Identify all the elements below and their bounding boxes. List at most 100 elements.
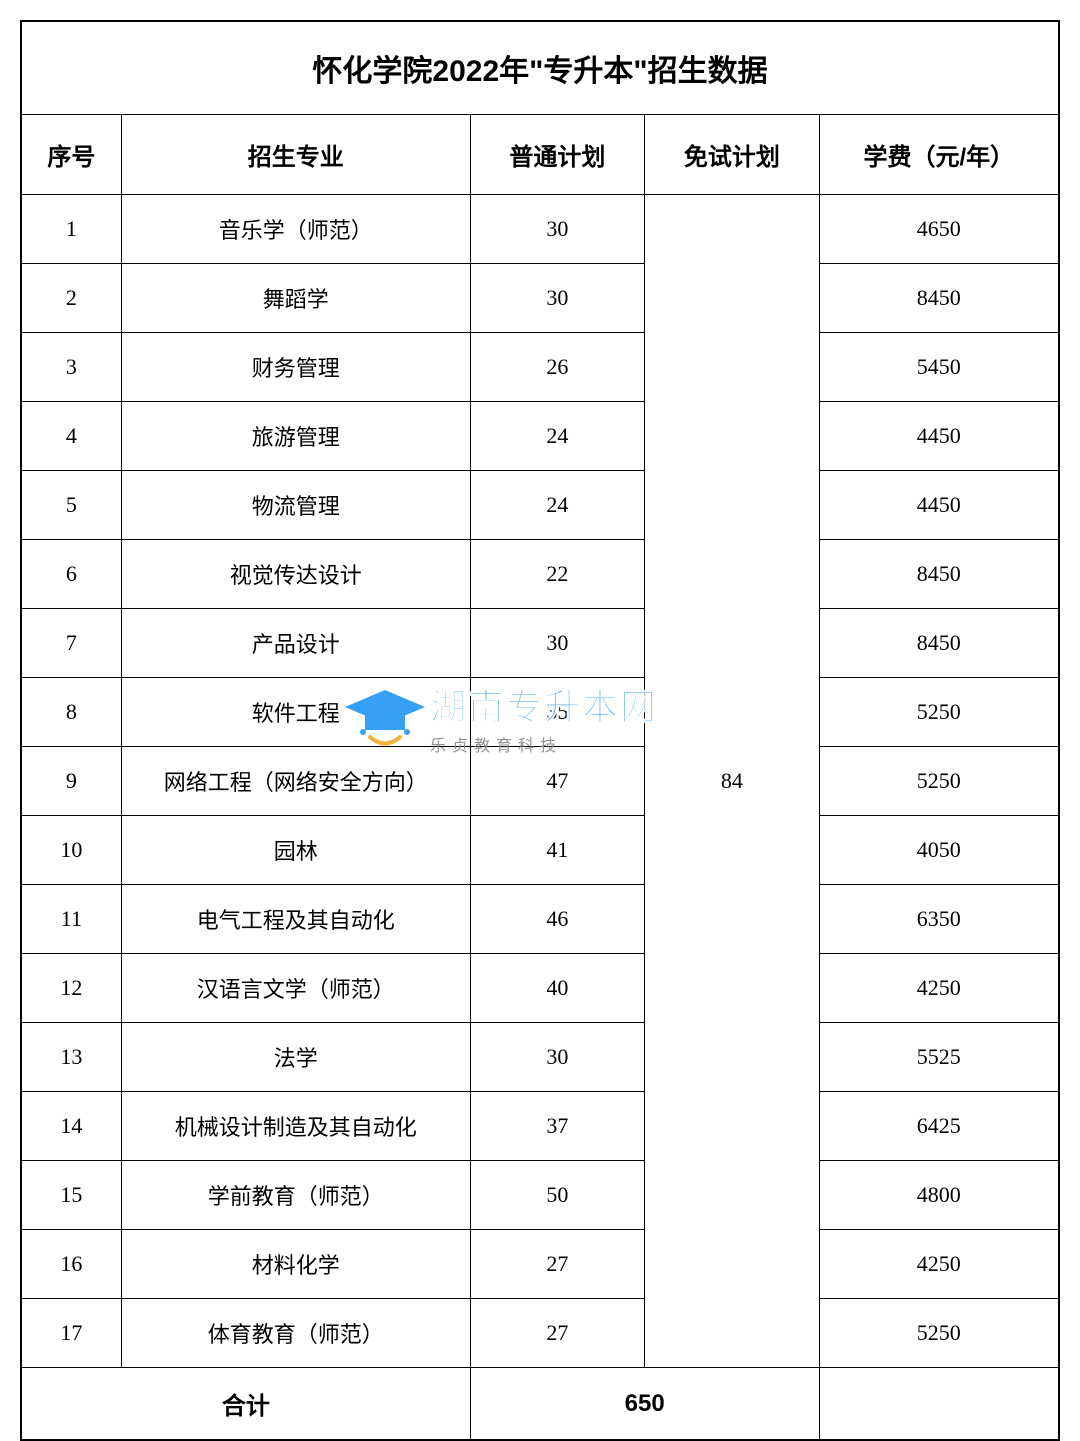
cell-tuition: 8450 [819, 609, 1059, 678]
header-major: 招生专业 [121, 115, 470, 195]
cell-major: 机械设计制造及其自动化 [121, 1092, 470, 1161]
cell-tuition: 5250 [819, 1299, 1059, 1368]
cell-major: 财务管理 [121, 333, 470, 402]
cell-plan: 27 [470, 1230, 644, 1299]
total-empty [819, 1368, 1059, 1441]
cell-plan: 22 [470, 540, 644, 609]
cell-plan: 47 [470, 747, 644, 816]
admission-table-container: 怀化学院2022年"专升本"招生数据 序号 招生专业 普通计划 免试计划 学费（… [20, 20, 1060, 1441]
table-row: 6视觉传达设计22 8450 [21, 540, 1059, 609]
table-row: 5物流管理24 4450 [21, 471, 1059, 540]
cell-seq: 14 [21, 1092, 121, 1161]
table-row: 14机械设计制造及其自动化37 6425 [21, 1092, 1059, 1161]
cell-tuition: 5525 [819, 1023, 1059, 1092]
header-plan: 普通计划 [470, 115, 644, 195]
table-row: 16材料化学27 4250 [21, 1230, 1059, 1299]
table-row: 1音乐学（师范）30844650 [21, 195, 1059, 264]
table-row: 11电气工程及其自动化46 6350 [21, 885, 1059, 954]
table-row: 9网络工程（网络安全方向）475250 [21, 747, 1059, 816]
table-row: 7产品设计30 8450 [21, 609, 1059, 678]
cell-seq: 2 [21, 264, 121, 333]
cell-plan: 30 [470, 1023, 644, 1092]
cell-tuition: 4800 [819, 1161, 1059, 1230]
cell-seq: 8 [21, 678, 121, 747]
cell-seq: 11 [21, 885, 121, 954]
cell-major: 软件工程 [121, 678, 470, 747]
cell-major: 舞蹈学 [121, 264, 470, 333]
cell-tuition: 6425 [819, 1092, 1059, 1161]
cell-tuition: 4450 [819, 402, 1059, 471]
cell-major: 汉语言文学（师范） [121, 954, 470, 1023]
cell-tuition: 5250 [819, 678, 1059, 747]
cell-tuition: 8450 [819, 264, 1059, 333]
total-value: 650 [470, 1368, 819, 1441]
cell-major: 网络工程（网络安全方向） [121, 747, 470, 816]
cell-seq: 7 [21, 609, 121, 678]
cell-seq: 4 [21, 402, 121, 471]
cell-seq: 17 [21, 1299, 121, 1368]
header-tuition: 学费（元/年） [819, 115, 1059, 195]
table-row: 2舞蹈学30 8450 [21, 264, 1059, 333]
cell-seq: 16 [21, 1230, 121, 1299]
table-row: 4旅游管理24 4450 [21, 402, 1059, 471]
cell-major: 旅游管理 [121, 402, 470, 471]
table-row: 17体育教育（师范）27 5250 [21, 1299, 1059, 1368]
cell-tuition: 5450 [819, 333, 1059, 402]
cell-major: 学前教育（师范） [121, 1161, 470, 1230]
table-row: 15学前教育（师范）50 4800 [21, 1161, 1059, 1230]
table-row: 3财务管理26 5450 [21, 333, 1059, 402]
cell-seq: 13 [21, 1023, 121, 1092]
cell-plan: 30 [470, 609, 644, 678]
cell-seq: 15 [21, 1161, 121, 1230]
cell-tuition: 4650 [819, 195, 1059, 264]
cell-plan: 30 [470, 264, 644, 333]
cell-plan: 24 [470, 471, 644, 540]
cell-plan: 50 [470, 1161, 644, 1230]
cell-major: 法学 [121, 1023, 470, 1092]
header-exempt: 免试计划 [645, 115, 819, 195]
cell-tuition: 6350 [819, 885, 1059, 954]
cell-major: 园林 [121, 816, 470, 885]
cell-tuition: 5250 [819, 747, 1059, 816]
admission-table: 怀化学院2022年"专升本"招生数据 序号 招生专业 普通计划 免试计划 学费（… [20, 20, 1060, 1441]
header-seq: 序号 [21, 115, 121, 195]
cell-plan: 24 [470, 402, 644, 471]
cell-tuition: 4050 [819, 816, 1059, 885]
cell-plan: 41 [470, 816, 644, 885]
cell-tuition: 4250 [819, 954, 1059, 1023]
cell-seq: 1 [21, 195, 121, 264]
cell-tuition: 4450 [819, 471, 1059, 540]
cell-plan: 46 [470, 885, 644, 954]
cell-major: 体育教育（师范） [121, 1299, 470, 1368]
total-row: 合计 650 [21, 1368, 1059, 1441]
cell-major: 视觉传达设计 [121, 540, 470, 609]
table-title: 怀化学院2022年"专升本"招生数据 [21, 21, 1059, 115]
cell-major: 产品设计 [121, 609, 470, 678]
total-label: 合计 [21, 1368, 470, 1441]
cell-plan: 40 [470, 954, 644, 1023]
cell-tuition: 4250 [819, 1230, 1059, 1299]
cell-major: 电气工程及其自动化 [121, 885, 470, 954]
cell-seq: 6 [21, 540, 121, 609]
cell-seq: 12 [21, 954, 121, 1023]
cell-seq: 10 [21, 816, 121, 885]
cell-seq: 5 [21, 471, 121, 540]
cell-major: 音乐学（师范） [121, 195, 470, 264]
cell-tuition: 8450 [819, 540, 1059, 609]
cell-plan: 26 [470, 333, 644, 402]
table-body: 1音乐学（师范）308446502舞蹈学3084503财务管理2654504旅游… [21, 195, 1059, 1368]
header-row: 序号 招生专业 普通计划 免试计划 学费（元/年） [21, 115, 1059, 195]
cell-seq: 3 [21, 333, 121, 402]
cell-plan: 27 [470, 1299, 644, 1368]
table-row: 12汉语言文学（师范）40 4250 [21, 954, 1059, 1023]
table-row: 13法学30 5525 [21, 1023, 1059, 1092]
title-row: 怀化学院2022年"专升本"招生数据 [21, 21, 1059, 115]
cell-major: 材料化学 [121, 1230, 470, 1299]
cell-major: 物流管理 [121, 471, 470, 540]
cell-exempt: 84 [645, 195, 819, 1368]
cell-plan: 30 [470, 195, 644, 264]
table-row: 10园林41 4050 [21, 816, 1059, 885]
table-row: 8软件工程35 5250 [21, 678, 1059, 747]
cell-plan: 35 [470, 678, 644, 747]
cell-plan: 37 [470, 1092, 644, 1161]
